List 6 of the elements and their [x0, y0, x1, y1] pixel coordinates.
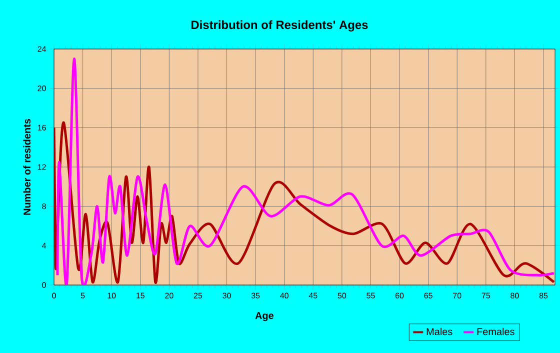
line-series: [56, 58, 556, 285]
x-axis-title: Age: [255, 312, 274, 322]
legend-label: Males: [426, 328, 452, 336]
legend-label: Females: [477, 328, 514, 336]
chart-title: Distribution of Residents' Ages: [191, 20, 368, 32]
y-axis-title: Number of residents: [23, 118, 31, 215]
